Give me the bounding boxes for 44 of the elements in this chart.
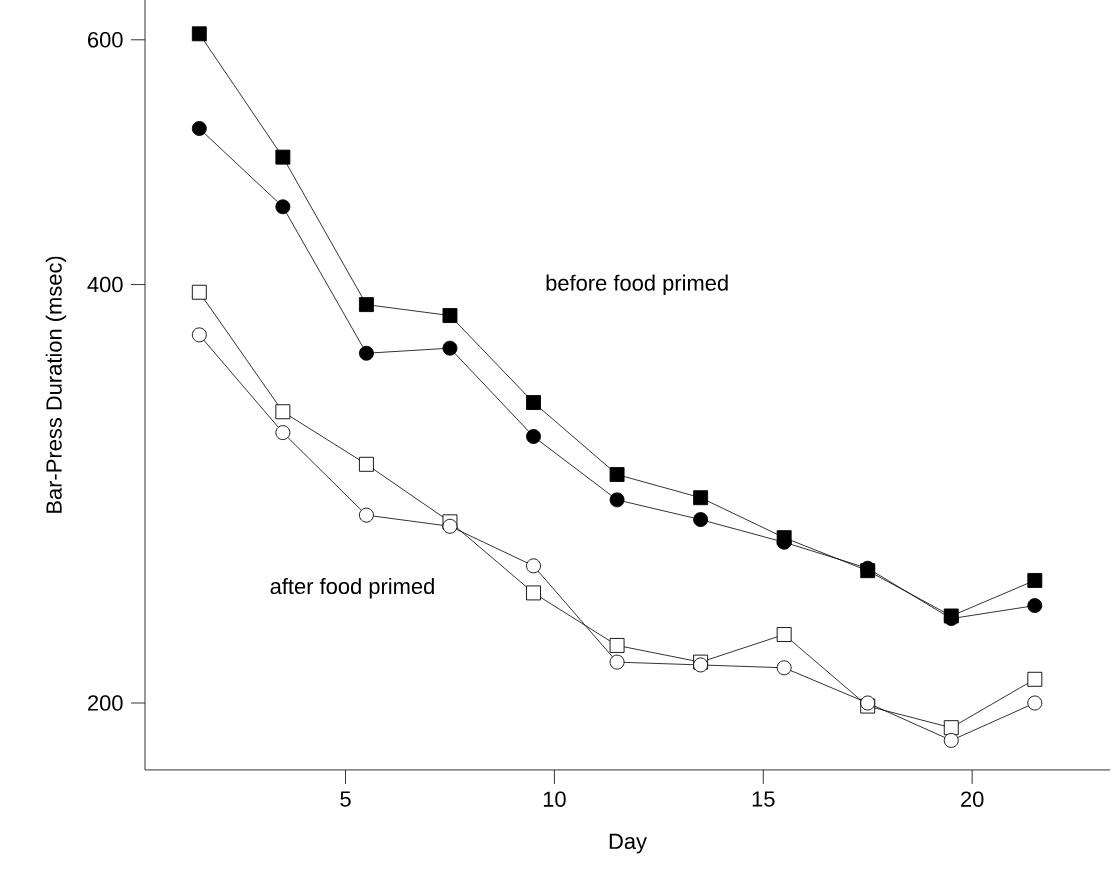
point xyxy=(442,308,458,323)
y-tick-label: 600 xyxy=(88,32,123,48)
point xyxy=(275,404,291,420)
point xyxy=(191,327,207,343)
x-tick-label: 10 xyxy=(543,791,566,807)
point xyxy=(943,720,959,736)
point xyxy=(526,558,541,574)
point xyxy=(693,490,709,506)
point xyxy=(442,340,458,356)
point xyxy=(191,26,207,42)
point xyxy=(442,518,458,534)
point xyxy=(609,637,625,653)
point xyxy=(1027,695,1043,711)
point xyxy=(1027,573,1043,588)
annotation: after food primed xyxy=(270,578,434,599)
point xyxy=(776,627,792,642)
x-axis-title: Day xyxy=(609,833,647,854)
point xyxy=(526,429,541,444)
point xyxy=(609,492,625,508)
y-tick-label: 400 xyxy=(87,276,123,293)
point xyxy=(275,425,291,441)
point xyxy=(609,654,625,670)
point xyxy=(358,456,374,472)
point xyxy=(358,345,374,361)
point xyxy=(358,507,374,523)
point xyxy=(776,660,792,676)
point xyxy=(609,467,625,482)
point xyxy=(693,512,709,528)
point xyxy=(191,284,207,300)
point xyxy=(275,199,291,215)
point xyxy=(943,732,959,748)
point xyxy=(358,297,374,313)
point xyxy=(1027,671,1043,687)
x-tick-label: 15 xyxy=(752,791,775,807)
point xyxy=(191,121,207,136)
x-tick-label: 5 xyxy=(340,791,351,807)
point xyxy=(526,585,541,601)
point xyxy=(275,149,291,165)
point xyxy=(1027,598,1043,614)
annotation: before food primed xyxy=(546,274,728,296)
x-tick-label: 20 xyxy=(961,791,984,807)
point xyxy=(526,395,541,410)
y-axis-title: Bar-Press Duration (msec) xyxy=(45,256,67,513)
y-tick-label: 200 xyxy=(88,695,123,711)
